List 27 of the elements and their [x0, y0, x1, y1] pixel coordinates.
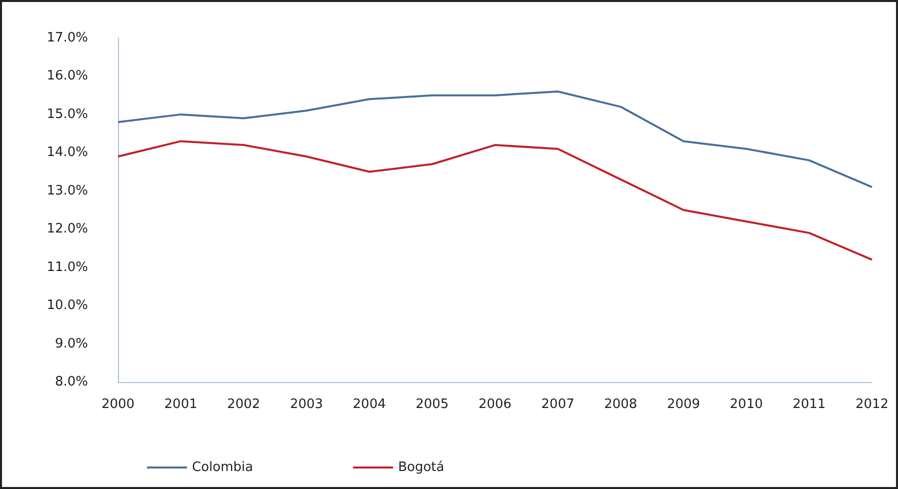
x-tick-label: 2007	[541, 397, 574, 412]
y-tick-label: 14.0%	[46, 145, 88, 160]
x-tick-label: 2006	[478, 397, 512, 412]
line-series	[117, 90, 873, 188]
y-tick-label: 12.0%	[46, 222, 88, 237]
x-tick-label: 2005	[416, 397, 449, 412]
legend-label: Bogotá	[398, 460, 444, 475]
y-tick-label: 10.0%	[46, 298, 88, 314]
y-tick-label: 15.0%	[46, 106, 88, 122]
legend-label: Colombia	[192, 460, 254, 475]
x-tick-label: 2010	[730, 397, 763, 412]
x-tick-label: 2002	[227, 397, 260, 412]
x-tick-label: 2000	[101, 397, 135, 412]
y-tick-label: 11.0%	[46, 260, 88, 275]
x-tick-label: 2012	[855, 397, 889, 412]
x-tick-label: 2003	[290, 397, 324, 412]
x-tick-label: 2009	[666, 397, 700, 412]
y-tick-label: 8.0%	[54, 374, 88, 390]
y-tick-label: 16.0%	[46, 68, 88, 84]
x-tick-label: 2011	[792, 397, 826, 412]
line-series	[117, 140, 873, 261]
x-tick-label: 2004	[352, 397, 386, 412]
x-tick-label: 2001	[164, 397, 198, 412]
y-tick-label: 9.0%	[54, 336, 88, 352]
y-tick-label: 13.0%	[46, 183, 88, 198]
y-tick-label: 17.0%	[46, 30, 88, 46]
x-tick-label: 2008	[604, 397, 638, 412]
